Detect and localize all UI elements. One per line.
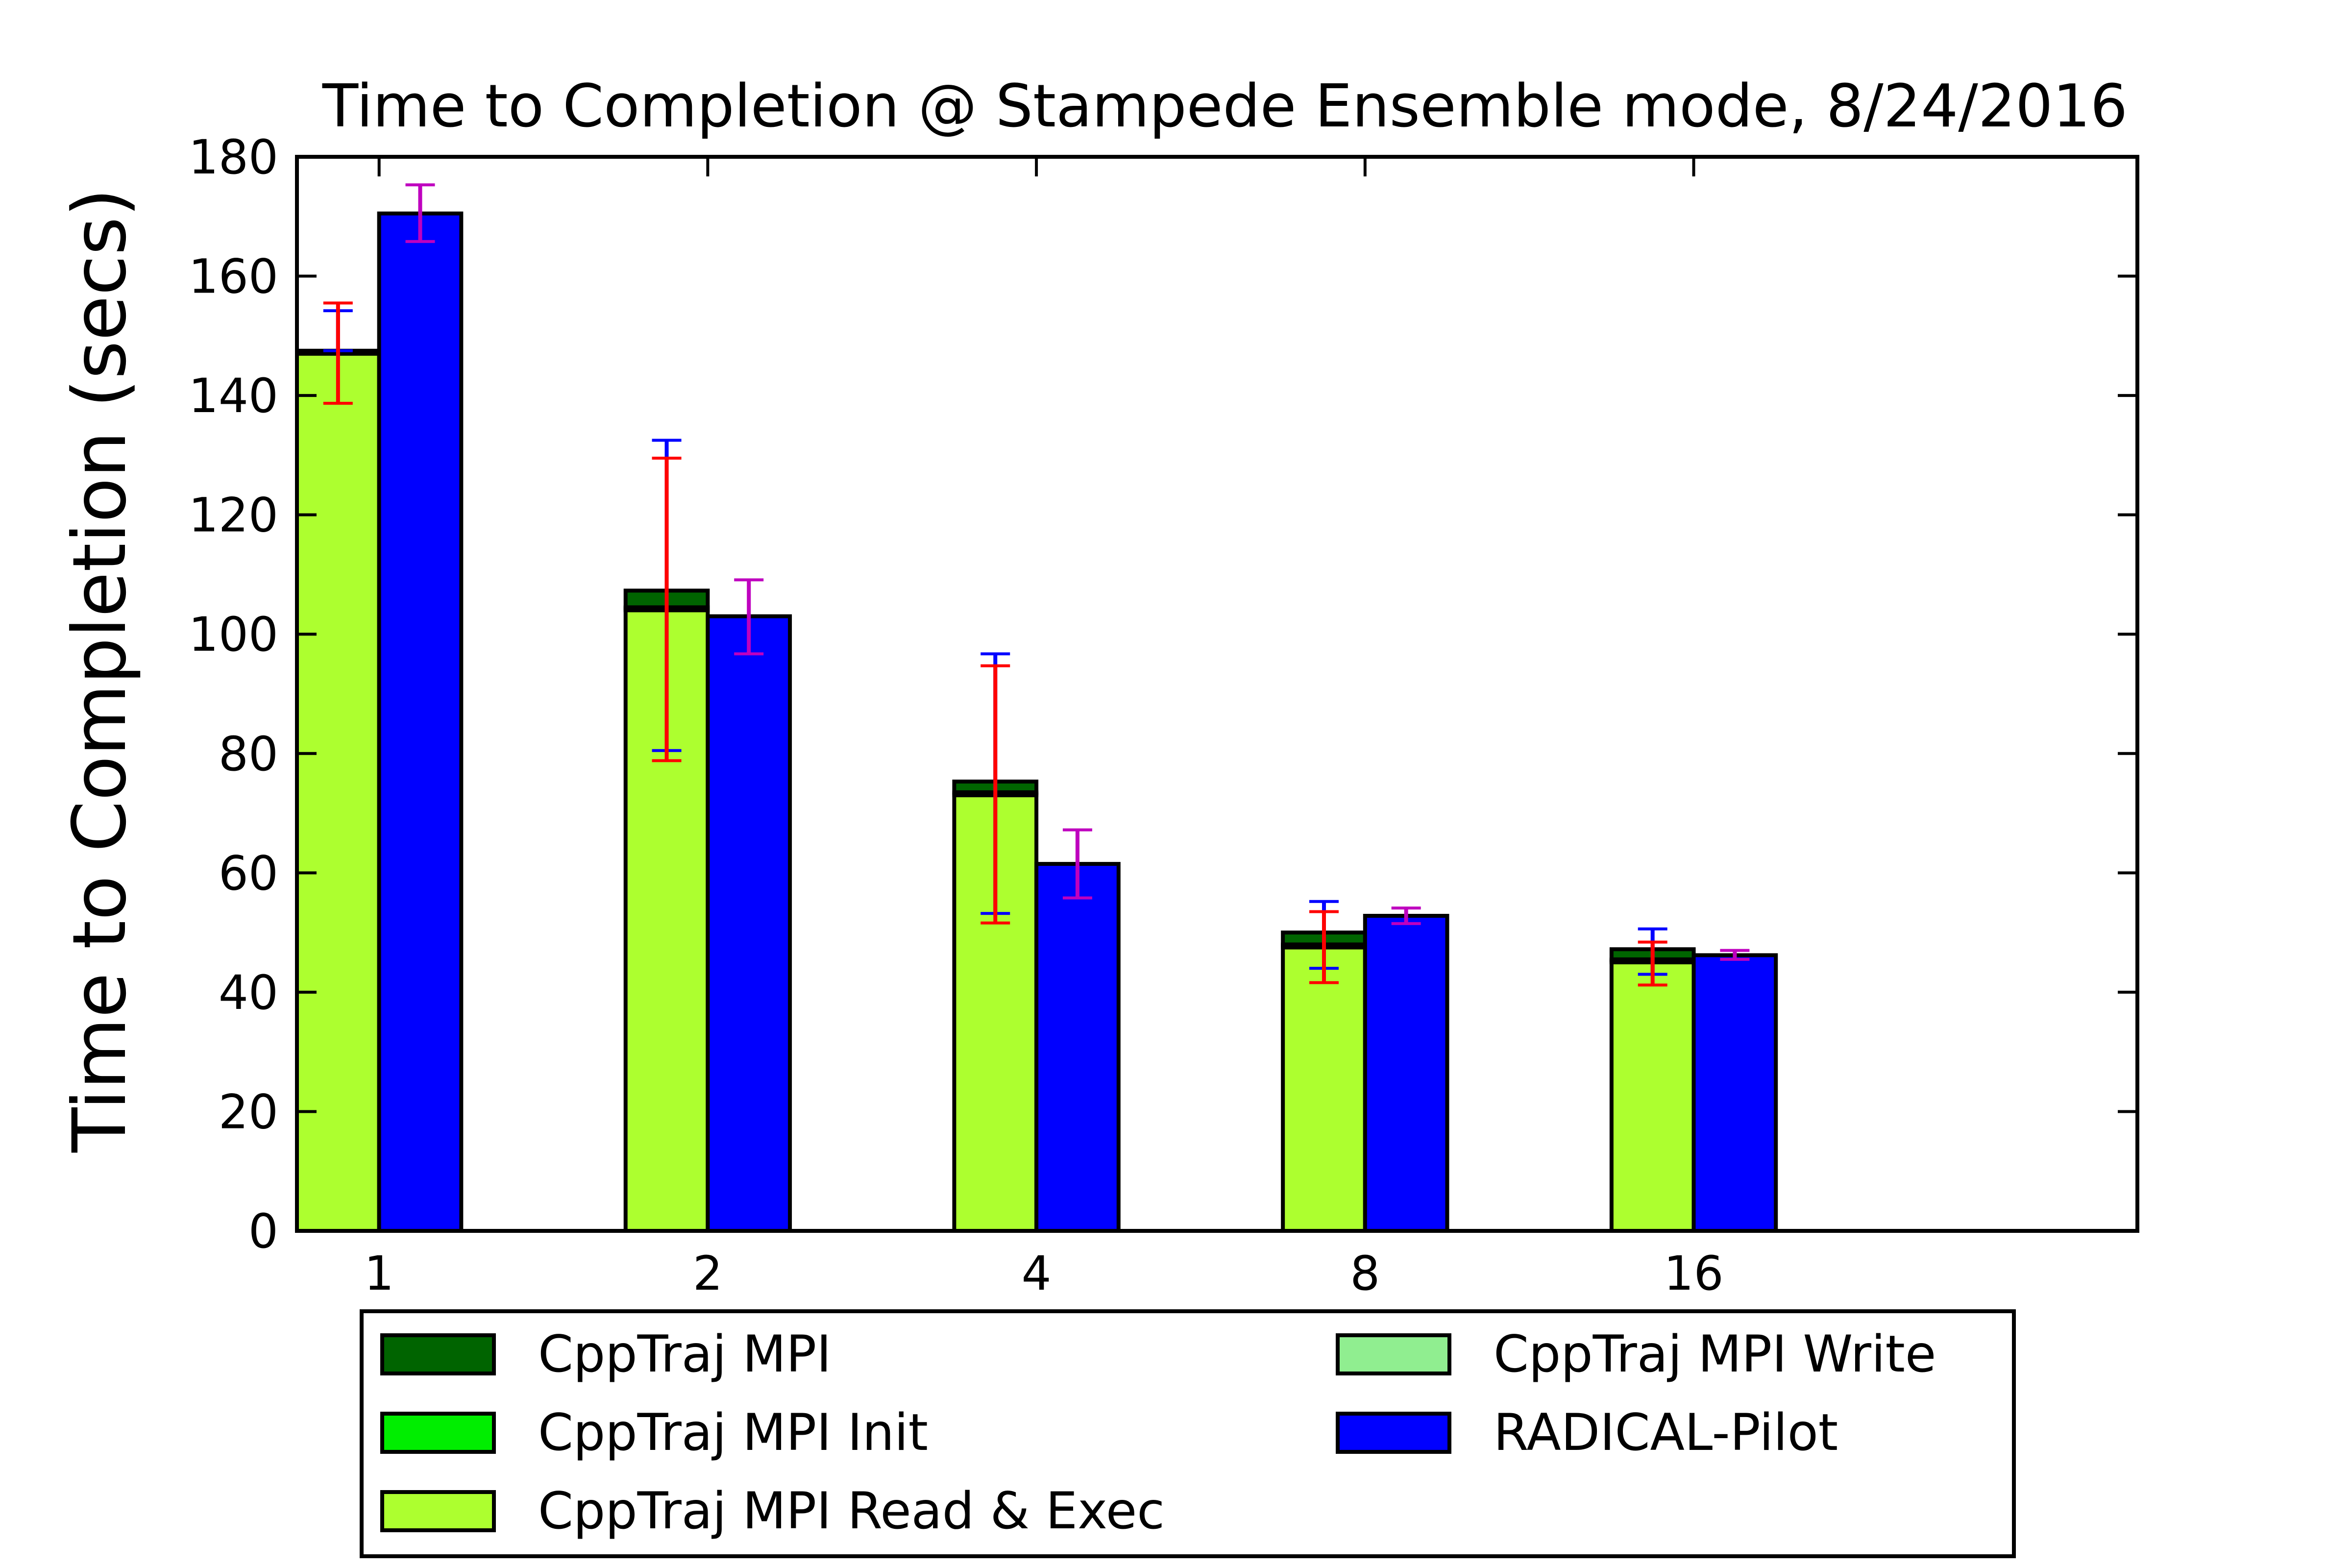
legend-box — [360, 1309, 2016, 1558]
bar-cpptraj-seg0-cat4 — [1609, 960, 1696, 1233]
y-tick-label-0: 0 — [248, 1204, 278, 1259]
chart-title: Time to Completion @ Stampede Ensemble m… — [322, 73, 2128, 141]
bar-cpptraj-seg0-cat0 — [295, 351, 381, 1233]
bar-radical-pilot-cat1 — [706, 614, 792, 1233]
legend-swatch-1 — [380, 1412, 496, 1454]
legend-label-2: CppTraj MPI Read & Exec — [538, 1482, 1165, 1541]
y-tick-label-9: 180 — [189, 130, 278, 185]
x-tick-label-0: 1 — [364, 1246, 394, 1301]
legend-swatch-2 — [380, 1490, 496, 1532]
plot-area: 0 20 40 60 80 100 120 140 160 180 1 2 4 8 16 — [189, 130, 2139, 1301]
bar-cpptraj-seg0-cat3 — [1281, 945, 1367, 1233]
x-tick-label-4: 16 — [1664, 1246, 1723, 1301]
y-tick-label-6: 120 — [189, 488, 278, 543]
legend-swatch-3 — [1336, 1333, 1451, 1375]
plot-frame — [295, 155, 2139, 1233]
legend-label-4: RADICAL-Pilot — [1494, 1403, 1838, 1462]
legend: CppTraj MPI CppTraj MPI Init CppTraj MPI R… — [360, 1309, 2016, 1558]
x-tick-label-2: 4 — [1022, 1246, 1052, 1301]
legend-label-1: CppTraj MPI Init — [538, 1403, 928, 1462]
y-tick-label-8: 160 — [189, 249, 278, 304]
y-tick-label-4: 80 — [219, 727, 278, 782]
x-tick-label-3: 8 — [1350, 1246, 1380, 1301]
y-tick-label-7: 140 — [189, 368, 278, 423]
bar-radical-pilot-cat4 — [1691, 953, 1778, 1233]
legend-swatch-0 — [380, 1333, 496, 1375]
bar-radical-pilot-cat2 — [1034, 862, 1121, 1233]
legend-label-3: CppTraj MPI Write — [1494, 1325, 1936, 1384]
legend-label-0: CppTraj MPI — [538, 1325, 832, 1384]
y-axis-label: Time to Completion (secs) — [57, 188, 143, 1153]
y-tick-label-5: 100 — [189, 607, 278, 662]
legend-swatch-4 — [1336, 1412, 1451, 1454]
y-tick-label-2: 40 — [219, 965, 278, 1020]
x-tick-label-1: 2 — [693, 1246, 723, 1301]
y-tick-label-1: 20 — [219, 1084, 278, 1139]
bar-radical-pilot-cat0 — [377, 211, 464, 1233]
bar-radical-pilot-cat3 — [1363, 914, 1449, 1233]
y-tick-label-3: 60 — [219, 846, 278, 901]
